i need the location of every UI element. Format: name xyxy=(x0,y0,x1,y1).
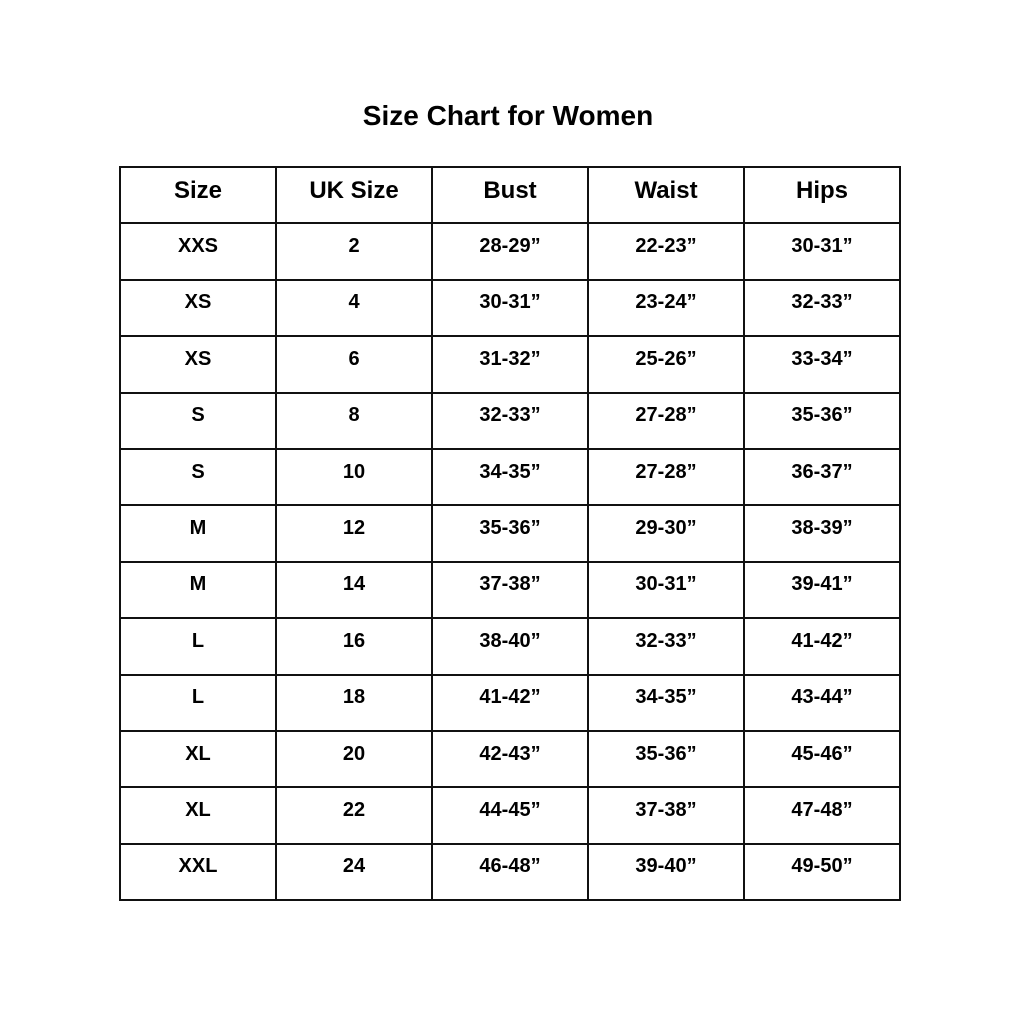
table-cell: 20 xyxy=(275,729,433,789)
column-header: UK Size xyxy=(275,165,433,225)
table-cell: 46-48” xyxy=(431,842,589,902)
table-cell: 16 xyxy=(275,617,433,676)
table-cell: 45-46” xyxy=(743,729,901,789)
table-cell: 34-35” xyxy=(431,447,589,507)
table-cell: 41-42” xyxy=(431,673,589,732)
column-header: Hips xyxy=(743,165,901,225)
table-cell: 22-23” xyxy=(587,222,745,281)
table-cell: 8 xyxy=(275,391,433,450)
table-cell: 32-33” xyxy=(587,617,745,676)
table-cell: L xyxy=(119,673,277,732)
table-cell: 24 xyxy=(275,842,433,902)
table-cell: 35-36” xyxy=(431,504,589,563)
table-row: XXS 2 28-29” 22-23” 30-31” xyxy=(119,222,901,281)
table-cell: 2 xyxy=(275,222,433,281)
table-cell: S xyxy=(119,447,277,507)
table-row: XL 22 44-45” 37-38” 47-48” xyxy=(119,786,901,845)
page-title: Size Chart for Women xyxy=(362,100,654,131)
table-cell: XXS xyxy=(119,222,277,281)
table-cell: 49-50” xyxy=(743,842,901,902)
table-cell: 41-42” xyxy=(743,617,901,676)
table-cell: XXL xyxy=(119,842,277,902)
column-header: Size xyxy=(119,165,277,225)
table-cell: 30-31” xyxy=(431,278,589,338)
table-cell: M xyxy=(119,504,277,563)
table-cell: XL xyxy=(119,786,277,845)
table-cell: XL xyxy=(119,729,277,789)
table-cell: M xyxy=(119,560,277,620)
table-cell: 44-45” xyxy=(431,786,589,845)
column-header: Waist xyxy=(587,165,745,225)
table-row: XL 20 42-43” 35-36” 45-46” xyxy=(119,729,901,789)
table-cell: 12 xyxy=(275,504,433,563)
table-cell: 39-41” xyxy=(743,560,901,620)
table-cell: 36-37” xyxy=(743,447,901,507)
table-cell: 14 xyxy=(275,560,433,620)
table-cell: 30-31” xyxy=(587,560,745,620)
table-cell: 29-30” xyxy=(587,504,745,563)
table-row: L 18 41-42” 34-35” 43-44” xyxy=(119,673,901,732)
table-cell: 35-36” xyxy=(587,729,745,789)
table-cell: 38-40” xyxy=(431,617,589,676)
table-cell: 38-39” xyxy=(743,504,901,563)
table-cell: 27-28” xyxy=(587,447,745,507)
table-cell: 4 xyxy=(275,278,433,338)
table-cell: 23-24” xyxy=(587,278,745,338)
table-cell: 35-36” xyxy=(743,391,901,450)
table-cell: 43-44” xyxy=(743,673,901,732)
table-row: L 16 38-40” 32-33” 41-42” xyxy=(119,617,901,676)
table-cell: 31-32” xyxy=(431,335,589,394)
table-cell: 10 xyxy=(275,447,433,507)
table-cell: L xyxy=(119,617,277,676)
table-cell: 34-35” xyxy=(587,673,745,732)
header-row: Size UK Size Bust Waist Hips xyxy=(119,165,901,225)
table-cell: XS xyxy=(119,335,277,394)
table-cell: 32-33” xyxy=(743,278,901,338)
table-cell: 42-43” xyxy=(431,729,589,789)
table-cell: 27-28” xyxy=(587,391,745,450)
table-cell: 18 xyxy=(275,673,433,732)
table-row: S 10 34-35” 27-28” 36-37” xyxy=(119,447,901,507)
table-row: XS 4 30-31” 23-24” 32-33” xyxy=(119,278,901,338)
table-row: XS 6 31-32” 25-26” 33-34” xyxy=(119,335,901,394)
table-cell: 25-26” xyxy=(587,335,745,394)
table-cell: 47-48” xyxy=(743,786,901,845)
table-cell: 33-34” xyxy=(743,335,901,394)
table-row: M 12 35-36” 29-30” 38-39” xyxy=(119,504,901,563)
column-header: Bust xyxy=(431,165,589,225)
table-cell: 6 xyxy=(275,335,433,394)
table-row: S 8 32-33” 27-28” 35-36” xyxy=(119,391,901,450)
table-row: M 14 37-38” 30-31” 39-41” xyxy=(119,560,901,620)
table-cell: 22 xyxy=(275,786,433,845)
table-cell: 28-29” xyxy=(431,222,589,281)
table-cell: 30-31” xyxy=(743,222,901,281)
table-cell: S xyxy=(119,391,277,450)
table-row: XXL 24 46-48” 39-40” 49-50” xyxy=(119,842,901,902)
table-cell: XS xyxy=(119,278,277,338)
table-cell: 37-38” xyxy=(431,560,589,620)
table-cell: 39-40” xyxy=(587,842,745,902)
size-chart-table: Size UK Size Bust Waist Hips XXS 2 28-29” 22-23… xyxy=(119,165,901,902)
table-cell: 37-38” xyxy=(587,786,745,845)
table-cell: 32-33” xyxy=(431,391,589,450)
